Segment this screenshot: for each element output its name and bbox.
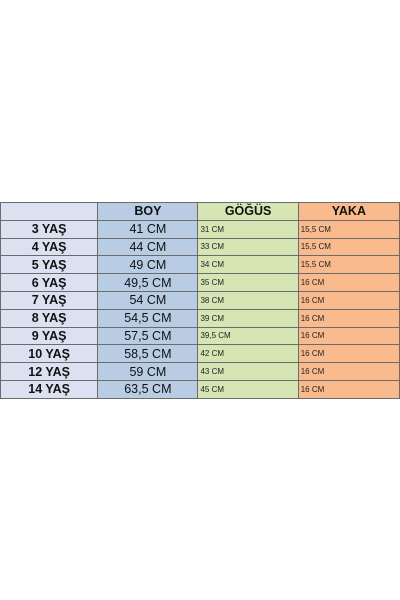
header-row: BOY GÖĞÜS YAKA <box>0 202 400 221</box>
gogus-cell: 38 CM <box>197 290 299 310</box>
gogus-cell: 34 CM <box>197 255 299 275</box>
gogus-cell: 43 CM <box>197 362 299 381</box>
boy-cell: 57,5 CM <box>97 326 199 346</box>
age-cell: 12 YAŞ <box>0 362 99 381</box>
table-row: 7 YAŞ 54 CM 38 CM 16 CM <box>0 290 400 310</box>
header-gogus: GÖĞÜS <box>197 202 299 221</box>
table-row: 3 YAŞ 41 CM 31 CM 15,5 CM <box>0 219 400 239</box>
yaka-cell: 16 CM <box>297 273 400 292</box>
gogus-cell: 33 CM <box>197 237 299 257</box>
yaka-cell: 16 CM <box>297 326 400 346</box>
gogus-cell: 31 CM <box>197 219 299 239</box>
age-cell: 14 YAŞ <box>0 379 99 399</box>
yaka-cell: 15,5 CM <box>297 237 400 257</box>
boy-cell: 63,5 CM <box>97 379 199 399</box>
gogus-cell: 39,5 CM <box>197 326 299 346</box>
yaka-cell: 15,5 CM <box>297 255 400 275</box>
boy-cell: 59 CM <box>97 362 199 381</box>
yaka-cell: 16 CM <box>297 344 400 364</box>
boy-cell: 44 CM <box>97 237 199 257</box>
yaka-cell: 16 CM <box>297 379 400 399</box>
table-row: 14 YAŞ 63,5 CM 45 CM 16 CM <box>0 379 400 399</box>
age-cell: 8 YAŞ <box>0 308 99 328</box>
age-cell: 6 YAŞ <box>0 273 99 292</box>
age-cell: 5 YAŞ <box>0 255 99 275</box>
header-boy: BOY <box>97 202 199 221</box>
age-cell: 3 YAŞ <box>0 219 99 239</box>
table-row: 9 YAŞ 57,5 CM 39,5 CM 16 CM <box>0 326 400 346</box>
yaka-cell: 16 CM <box>297 362 400 381</box>
age-cell: 9 YAŞ <box>0 326 99 346</box>
age-cell: 10 YAŞ <box>0 344 99 364</box>
boy-cell: 54 CM <box>97 290 199 310</box>
header-age <box>0 202 99 221</box>
table-row: 6 YAŞ 49,5 CM 35 CM 16 CM <box>0 273 400 292</box>
yaka-cell: 16 CM <box>297 308 400 328</box>
yaka-cell: 16 CM <box>297 290 400 310</box>
boy-cell: 49 CM <box>97 255 199 275</box>
boy-cell: 58,5 CM <box>97 344 199 364</box>
gogus-cell: 39 CM <box>197 308 299 328</box>
boy-cell: 49,5 CM <box>97 273 199 292</box>
gogus-cell: 42 CM <box>197 344 299 364</box>
header-yaka: YAKA <box>297 202 400 221</box>
boy-cell: 54,5 CM <box>97 308 199 328</box>
size-chart-table: BOY GÖĞÜS YAKA 3 YAŞ 41 CM 31 CM 15,5 CM… <box>0 202 400 399</box>
age-cell: 4 YAŞ <box>0 237 99 257</box>
yaka-cell: 15,5 CM <box>297 219 400 239</box>
gogus-cell: 45 CM <box>197 379 299 399</box>
table-row: 5 YAŞ 49 CM 34 CM 15,5 CM <box>0 255 400 275</box>
boy-cell: 41 CM <box>97 219 199 239</box>
table-row: 4 YAŞ 44 CM 33 CM 15,5 CM <box>0 237 400 257</box>
age-cell: 7 YAŞ <box>0 290 99 310</box>
table-row: 12 YAŞ 59 CM 43 CM 16 CM <box>0 362 400 381</box>
table-row: 8 YAŞ 54,5 CM 39 CM 16 CM <box>0 308 400 328</box>
table-row: 10 YAŞ 58,5 CM 42 CM 16 CM <box>0 344 400 364</box>
gogus-cell: 35 CM <box>197 273 299 292</box>
